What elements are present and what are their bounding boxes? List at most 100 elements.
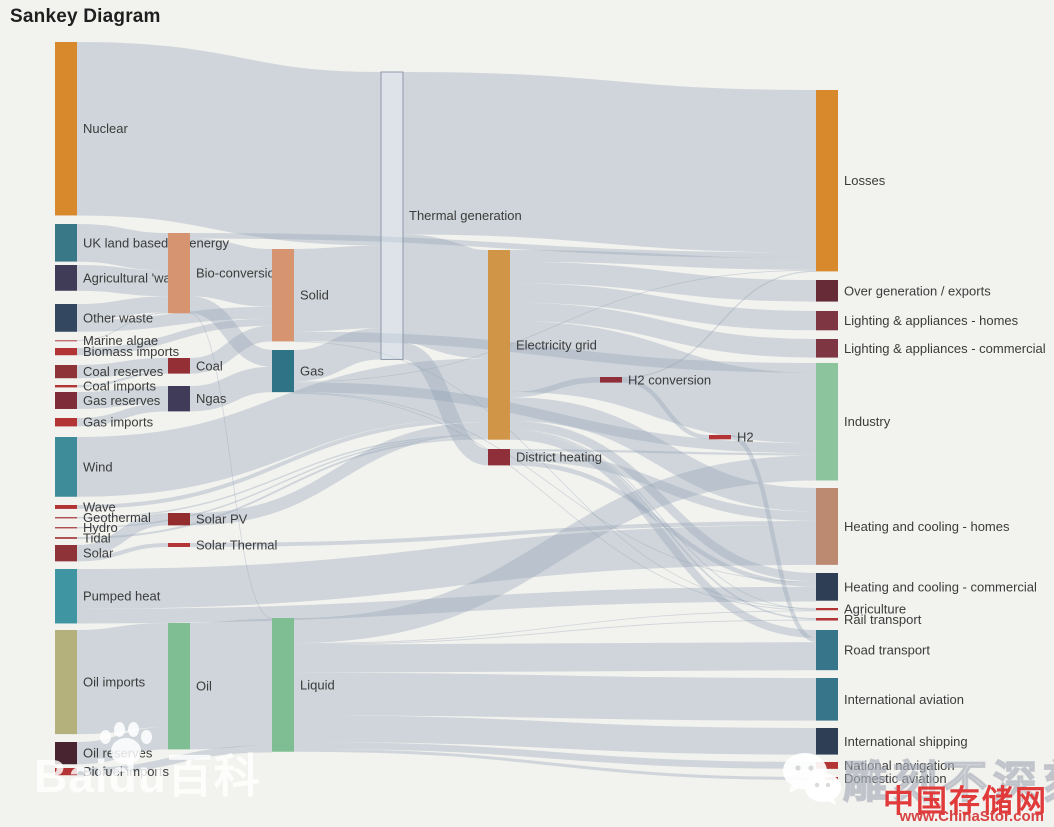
node-tidal[interactable] [55, 537, 77, 539]
node-rail-transport[interactable] [816, 618, 838, 621]
link-marine-algae-to-bio-conversion[interactable] [76, 312, 169, 341]
link-other-waste-to-bio-conversion[interactable] [76, 296, 169, 321]
link-h2-conversion-to-h2[interactable] [621, 378, 710, 440]
node-road-transport[interactable] [816, 630, 838, 671]
node-pumped-heat[interactable] [55, 569, 77, 624]
link-district-heating-to-heating-and-cooling-homes[interactable] [509, 451, 817, 522]
node-biofuel-imports[interactable] [55, 768, 77, 776]
link-coal-to-solid[interactable] [189, 325, 273, 374]
node-industry[interactable] [816, 363, 838, 481]
node-coal-reserves[interactable] [55, 365, 77, 379]
node-solar-thermal[interactable] [168, 543, 190, 547]
node-heating-and-cooling-commercial[interactable] [816, 573, 838, 601]
link-liquid-to-national-navigation[interactable] [293, 741, 817, 769]
link-ngas-to-gas[interactable] [189, 366, 273, 412]
link-gas-to-agriculture[interactable] [293, 392, 817, 611]
link-electricity-grid-to-h2-conversion[interactable] [509, 376, 601, 398]
link-thermal-generation-to-electricity-grid[interactable] [401, 234, 490, 359]
node-h2-conversion[interactable] [600, 377, 622, 383]
node-wind[interactable] [55, 437, 77, 497]
link-pumped-heat-to-heating-and-cooling-homes[interactable] [76, 524, 817, 609]
link-solid-to-thermal-generation[interactable] [293, 245, 382, 332]
link-electricity-grid-to-heating-and-cooling-commercial[interactable] [509, 420, 817, 582]
node-oil-reserves[interactable] [55, 742, 77, 765]
link-bio-conversion-to-solid[interactable] [189, 238, 273, 307]
node-heating-and-cooling-homes[interactable] [816, 488, 838, 565]
node-international-shipping[interactable] [816, 728, 838, 755]
link-coal-reserves-to-coal[interactable] [76, 357, 169, 379]
node-oil-imports[interactable] [55, 630, 77, 735]
link-thermal-generation-to-district-heating[interactable] [401, 343, 490, 466]
link-bio-conversion-to-gas[interactable] [189, 296, 273, 367]
link-bio-conversion-to-liquid[interactable] [189, 313, 273, 619]
node-electricity-grid[interactable] [488, 250, 510, 440]
node-coal[interactable] [168, 358, 190, 374]
link-electricity-grid-to-lighting-appliances-commercial[interactable] [509, 302, 817, 358]
node-international-aviation[interactable] [816, 678, 838, 721]
link-solar-to-solar-pv[interactable] [76, 513, 169, 558]
link-electricity-grid-to-heating-and-cooling-homes[interactable] [509, 397, 817, 512]
link-biomass-imports-to-solid[interactable] [76, 318, 273, 356]
link-agricultural-waste-to-bio-conversion[interactable] [76, 264, 169, 297]
link-gas-to-industry[interactable] [293, 382, 817, 454]
node-hydro[interactable] [55, 527, 77, 529]
link-wave-to-electricity-grid[interactable] [76, 418, 489, 509]
node-lighting-appliances-homes[interactable] [816, 311, 838, 331]
node-solar-pv[interactable] [168, 513, 190, 526]
node-bio-conversion[interactable] [168, 233, 190, 314]
node-domestic-aviation[interactable] [816, 777, 838, 780]
link-liquid-to-road-transport[interactable] [293, 642, 817, 673]
node-oil[interactable] [168, 623, 190, 750]
node-coal-imports[interactable] [55, 385, 77, 388]
link-electricity-grid-to-losses[interactable] [509, 249, 817, 270]
link-district-heating-to-heating-and-cooling-commercial[interactable] [509, 460, 817, 587]
node-marine-algae[interactable] [55, 340, 77, 342]
link-other-waste-to-solid[interactable] [76, 306, 273, 332]
link-liquid-to-international-shipping[interactable] [293, 715, 817, 755]
link-tidal-to-electricity-grid[interactable] [76, 437, 489, 539]
link-district-heating-to-industry[interactable] [509, 448, 817, 456]
node-agriculture[interactable] [816, 608, 838, 611]
link-hydro-to-electricity-grid[interactable] [76, 436, 489, 529]
link-pumped-heat-to-heating-and-cooling-commercial[interactable] [76, 586, 817, 624]
node-gas-imports[interactable] [55, 418, 77, 427]
link-h2-conversion-to-losses[interactable] [621, 270, 817, 379]
link-gas-to-thermal-generation[interactable] [293, 328, 382, 382]
link-geothermal-to-electricity-grid[interactable] [76, 434, 489, 519]
link-thermal-generation-to-losses[interactable] [402, 72, 817, 253]
node-gas[interactable] [272, 350, 294, 393]
node-h2[interactable] [709, 435, 731, 440]
link-coal-imports-to-coal[interactable] [76, 371, 169, 388]
link-liquid-to-industry[interactable] [293, 455, 817, 644]
node-liquid[interactable] [272, 618, 294, 752]
link-bio-conversion-to-losses[interactable] [189, 232, 817, 259]
link-solar-pv-to-electricity-grid[interactable] [189, 422, 489, 526]
link-electricity-grid-to-agriculture[interactable] [509, 429, 817, 610]
link-liquid-to-domestic-aviation[interactable] [293, 748, 817, 780]
node-other-waste[interactable] [55, 304, 77, 332]
node-uk-land-based-bioenergy[interactable] [55, 224, 77, 262]
link-oil-imports-to-oil[interactable] [76, 623, 169, 735]
link-nuclear-to-thermal-generation[interactable] [76, 42, 382, 246]
link-gas-to-losses[interactable] [293, 269, 817, 383]
node-over-generation-exports[interactable] [816, 280, 838, 302]
node-wave[interactable] [55, 505, 77, 509]
link-electricity-grid-to-industry[interactable] [509, 321, 817, 444]
node-nuclear[interactable] [55, 42, 77, 216]
link-wind-to-electricity-grid[interactable] [76, 358, 489, 497]
link-electricity-grid-to-road-transport[interactable] [509, 431, 817, 638]
link-liquid-to-rail-transport[interactable] [293, 619, 817, 645]
node-ngas[interactable] [168, 386, 190, 412]
link-electricity-grid-to-lighting-appliances-homes[interactable] [509, 283, 817, 331]
link-electricity-grid-to-rail-transport[interactable] [509, 430, 817, 620]
node-national-navigation[interactable] [816, 762, 838, 769]
link-gas-to-heating-and-cooling-commercial[interactable] [293, 392, 817, 583]
node-lighting-appliances-commercial[interactable] [816, 339, 838, 358]
link-solar-thermal-to-heating-and-cooling-homes[interactable] [189, 521, 817, 547]
node-solid[interactable] [272, 249, 294, 342]
node-district-heating[interactable] [488, 449, 510, 466]
link-uk-land-based-bioenergy-to-bio-conversion[interactable] [76, 224, 169, 271]
link-solar-to-solar-thermal[interactable] [76, 543, 169, 562]
node-losses[interactable] [816, 90, 838, 272]
node-solar[interactable] [55, 545, 77, 562]
